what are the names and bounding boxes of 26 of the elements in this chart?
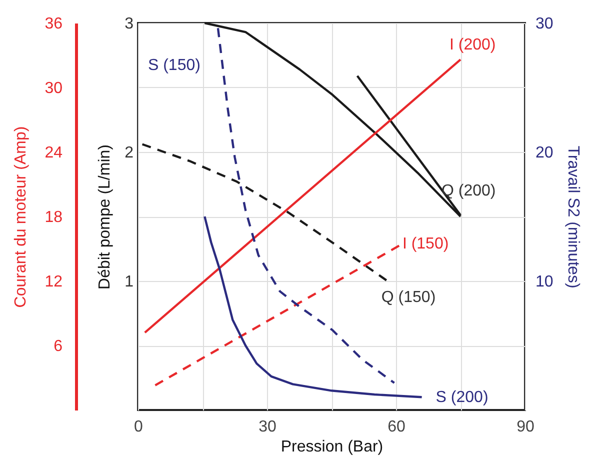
y-axis-title: Débit pompe (L/min) [96,144,114,290]
x-tick-label: 60 [388,418,406,436]
y2-axis-title: Travail S2 (minutes) [564,146,582,288]
y3-tick-label: 6 [54,338,63,355]
series-label: S (200) [436,389,488,406]
x-tick-label: 90 [516,418,534,436]
y3-axis-title: Courant du moteur (Amp) [12,126,30,308]
y2-tick-label: 30 [536,16,554,32]
x-tick-label: 0 [134,418,144,436]
y-tick-label: 1 [124,274,134,290]
series-label: I (200) [450,36,496,54]
y3-tick-label: 18 [44,209,63,226]
x-axis-title: Pression (Bar) [280,438,384,456]
y2-tick-label: 10 [536,274,554,290]
series-label: I (150) [402,236,449,253]
series-label: Q (150) [381,289,436,306]
series-label: S (150) [148,57,200,74]
y-tick-label: 2 [124,144,134,162]
y3-tick-label: 30 [44,80,63,97]
y3-tick-label: 36 [44,16,63,32]
y3-tick-label: 12 [44,274,63,290]
y3-tick-label: 24 [44,144,63,162]
series-label: Q (200) [442,182,496,200]
y-tick-label: 3 [124,16,134,32]
x-tick-label: 30 [258,418,276,436]
y2-tick-label: 20 [536,144,554,162]
